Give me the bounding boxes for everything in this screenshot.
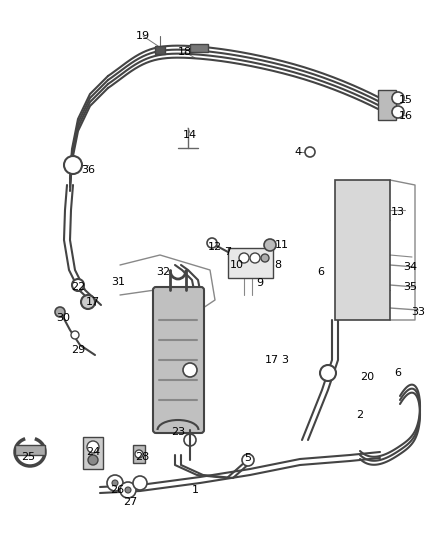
- Text: 8: 8: [275, 260, 282, 270]
- Text: 23: 23: [171, 427, 185, 437]
- Text: 30: 30: [56, 313, 70, 323]
- Bar: [190, 44, 208, 52]
- Text: 6: 6: [318, 267, 325, 277]
- Text: 27: 27: [123, 497, 137, 507]
- Text: 29: 29: [71, 345, 85, 355]
- Circle shape: [184, 434, 196, 446]
- Bar: [155, 46, 165, 54]
- Circle shape: [120, 482, 136, 498]
- Circle shape: [320, 365, 336, 381]
- Circle shape: [207, 238, 217, 248]
- Circle shape: [64, 156, 82, 174]
- Text: 34: 34: [403, 262, 417, 272]
- Text: 20: 20: [360, 372, 374, 382]
- Circle shape: [135, 450, 143, 458]
- Circle shape: [112, 480, 118, 486]
- Circle shape: [392, 106, 404, 118]
- Circle shape: [183, 363, 197, 377]
- Text: 3: 3: [282, 355, 289, 365]
- Circle shape: [71, 331, 79, 339]
- Circle shape: [72, 279, 84, 291]
- Text: 15: 15: [399, 95, 413, 105]
- Text: 36: 36: [81, 165, 95, 175]
- Bar: [335, 180, 390, 320]
- Bar: [15, 445, 45, 455]
- Circle shape: [55, 307, 65, 317]
- Text: 5: 5: [244, 453, 251, 463]
- Text: 24: 24: [86, 447, 100, 457]
- Circle shape: [88, 455, 98, 465]
- Text: 12: 12: [208, 242, 222, 252]
- Circle shape: [264, 239, 276, 251]
- Text: 28: 28: [135, 452, 149, 462]
- Text: 1: 1: [191, 485, 198, 495]
- Text: 33: 33: [411, 307, 425, 317]
- Circle shape: [261, 254, 269, 262]
- Circle shape: [242, 454, 254, 466]
- Text: 11: 11: [275, 240, 289, 250]
- Bar: [133, 445, 145, 463]
- Text: 17: 17: [86, 297, 100, 307]
- Circle shape: [250, 253, 260, 263]
- Circle shape: [392, 92, 404, 104]
- Circle shape: [305, 147, 315, 157]
- Text: 22: 22: [71, 282, 85, 292]
- Text: 13: 13: [391, 207, 405, 217]
- Bar: [83, 437, 103, 469]
- Text: 32: 32: [156, 267, 170, 277]
- Text: 17: 17: [265, 355, 279, 365]
- Text: 14: 14: [183, 130, 197, 140]
- Text: 4: 4: [294, 147, 301, 157]
- Text: 35: 35: [403, 282, 417, 292]
- Text: 10: 10: [230, 260, 244, 270]
- Text: 9: 9: [256, 278, 264, 288]
- Circle shape: [107, 475, 123, 491]
- Text: 18: 18: [178, 47, 192, 57]
- Circle shape: [133, 476, 147, 490]
- Text: 31: 31: [111, 277, 125, 287]
- Bar: [378, 90, 396, 120]
- Text: 2: 2: [357, 410, 364, 420]
- FancyBboxPatch shape: [153, 287, 204, 433]
- Text: 7: 7: [224, 247, 232, 257]
- Circle shape: [81, 295, 95, 309]
- Bar: [228, 248, 273, 278]
- Text: 19: 19: [136, 31, 150, 41]
- Text: 25: 25: [21, 452, 35, 462]
- Text: 6: 6: [395, 368, 402, 378]
- Text: 16: 16: [399, 111, 413, 121]
- Circle shape: [125, 487, 131, 493]
- Circle shape: [239, 253, 249, 263]
- Text: 26: 26: [110, 485, 124, 495]
- Circle shape: [87, 441, 99, 453]
